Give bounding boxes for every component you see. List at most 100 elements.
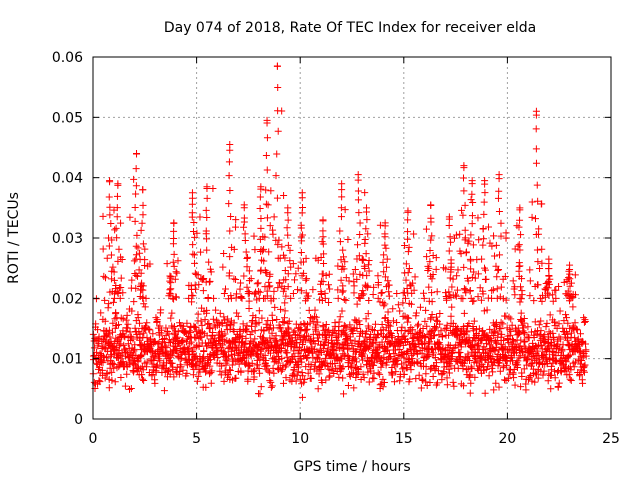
data-point <box>365 378 373 386</box>
data-point <box>245 267 253 275</box>
data-point <box>219 263 227 271</box>
data-point <box>392 346 400 354</box>
data-point <box>242 248 250 256</box>
data-point <box>306 319 314 327</box>
data-point <box>477 354 485 362</box>
data-point <box>405 243 413 251</box>
data-point <box>369 374 377 382</box>
data-point <box>97 309 105 317</box>
data-point <box>261 351 269 359</box>
data-point <box>481 189 489 197</box>
data-point <box>176 344 184 352</box>
data-point <box>278 107 286 115</box>
data-point <box>494 266 502 274</box>
data-point <box>359 350 367 358</box>
data-point <box>516 204 524 212</box>
data-point <box>489 368 497 376</box>
data-point <box>387 353 395 361</box>
data-point <box>192 323 200 331</box>
data-point <box>273 150 281 158</box>
data-point <box>113 192 121 200</box>
data-point <box>490 386 498 394</box>
data-point <box>570 363 578 371</box>
data-point <box>255 319 263 327</box>
data-point <box>338 180 346 188</box>
data-point <box>532 107 540 115</box>
data-point <box>564 287 572 295</box>
data-point <box>546 355 554 363</box>
data-point <box>245 305 253 313</box>
data-point <box>557 335 565 343</box>
data-point <box>452 357 460 365</box>
data-point <box>531 378 539 386</box>
data-point <box>285 325 293 333</box>
data-point <box>272 172 280 180</box>
data-point <box>108 368 116 376</box>
data-point <box>224 371 232 379</box>
data-point <box>189 250 197 258</box>
data-point <box>352 348 360 356</box>
data-point <box>535 225 543 233</box>
data-point <box>325 270 333 278</box>
data-point <box>290 372 298 380</box>
data-point <box>277 305 285 313</box>
data-point <box>317 349 325 357</box>
data-point <box>299 204 307 212</box>
data-point <box>576 360 584 368</box>
data-point <box>526 292 534 300</box>
data-point <box>169 258 177 266</box>
data-point <box>382 333 390 341</box>
data-point <box>116 294 124 302</box>
data-point <box>566 261 574 269</box>
data-point <box>359 256 367 264</box>
data-point <box>469 241 477 249</box>
data-point <box>170 323 178 331</box>
data-point <box>456 230 464 238</box>
data-point <box>365 257 373 265</box>
data-point <box>420 294 428 302</box>
data-point <box>130 257 138 265</box>
data-point <box>336 313 344 321</box>
data-point <box>383 332 391 340</box>
data-point <box>197 248 205 256</box>
data-point <box>270 324 278 332</box>
data-point <box>132 182 140 190</box>
data-point <box>251 290 259 298</box>
data-point <box>283 349 291 357</box>
data-point <box>137 226 145 234</box>
data-point <box>179 366 187 374</box>
data-point <box>244 288 252 296</box>
data-point <box>534 197 542 205</box>
data-point <box>189 371 197 379</box>
data-point <box>384 277 392 285</box>
data-point <box>232 276 240 284</box>
data-point <box>453 272 461 280</box>
data-point <box>292 270 300 278</box>
data-point <box>393 318 401 326</box>
data-point <box>113 234 121 242</box>
data-point <box>280 285 288 293</box>
data-point <box>516 342 524 350</box>
data-point <box>198 321 206 329</box>
data-point <box>344 235 352 243</box>
data-point <box>566 282 574 290</box>
data-point <box>286 257 294 265</box>
data-point <box>438 369 446 377</box>
data-point <box>258 256 266 264</box>
data-point <box>319 270 327 278</box>
data-point <box>220 313 228 321</box>
data-point <box>460 382 468 390</box>
data-point <box>499 320 507 328</box>
data-point <box>508 336 516 344</box>
data-point <box>464 353 472 361</box>
data-point <box>179 337 187 345</box>
data-point <box>105 384 113 392</box>
data-point <box>426 379 434 387</box>
data-point <box>211 341 219 349</box>
data-point <box>150 356 158 364</box>
data-point <box>469 199 477 207</box>
data-point <box>478 255 486 263</box>
x-tick-label: 25 <box>602 431 620 447</box>
data-point <box>176 368 184 376</box>
data-point <box>333 336 341 344</box>
